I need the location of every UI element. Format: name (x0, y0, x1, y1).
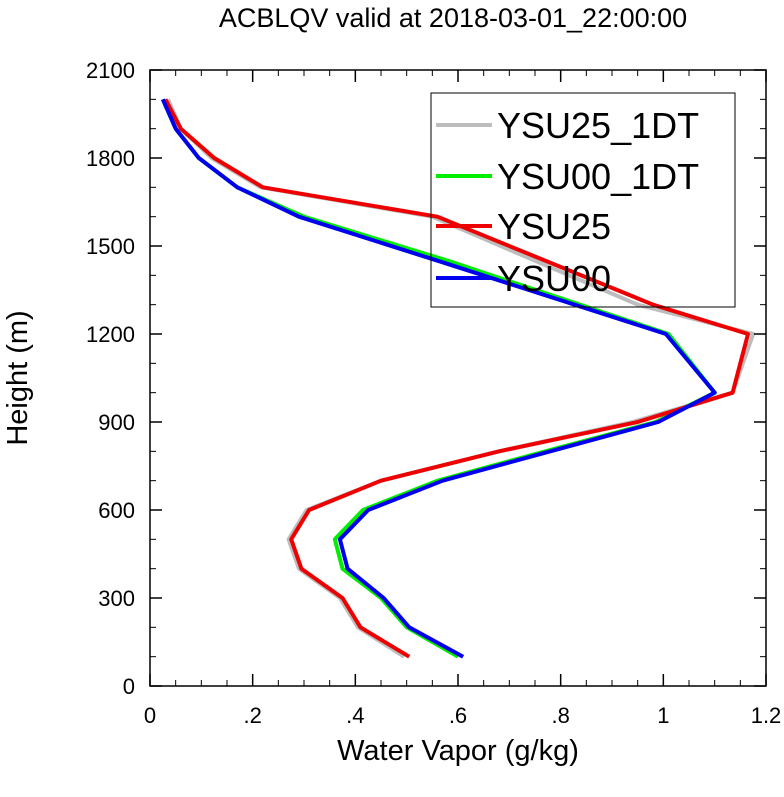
legend-label: YSU00 (497, 258, 611, 299)
plot-layer (160, 98, 756, 659)
legend-box (430, 92, 736, 308)
x-tick-label: .8 (551, 703, 569, 728)
y-tick-label: 600 (98, 498, 135, 523)
x-tick-label: 1.2 (751, 703, 782, 728)
y-tick-label: 900 (98, 410, 135, 435)
y-tick-label: 300 (98, 586, 135, 611)
chart-title: ACBLQV valid at 2018-03-01_22:00:00 (219, 3, 687, 33)
series-line-ysu25 (163, 98, 750, 659)
axes-layer: 0 .2 .4 .6 .8 1 1.2 0 300 600 900 1200 1500 1800 2100 (86, 58, 781, 728)
x-tick-label: .4 (346, 703, 364, 728)
legend-label: YSU00_1DT (497, 156, 699, 197)
y-tick-label: 1800 (86, 146, 135, 171)
y-tick-label: 1500 (86, 234, 135, 259)
legend-label: YSU25_1DT (497, 105, 699, 146)
y-tick-label: 1200 (86, 322, 135, 347)
x-axis-label: Water Vapor (g/kg) (337, 735, 579, 767)
x-tick-label: .6 (449, 703, 467, 728)
series-line-ysu00 (160, 98, 717, 659)
legend-label: YSU25 (497, 206, 611, 247)
x-tick-label: .2 (243, 703, 261, 728)
y-tick-label: 0 (123, 674, 135, 699)
y-axis-label: Height (m) (2, 310, 34, 445)
y-tick-label: 2100 (86, 58, 135, 83)
legend: YSU25_1DT YSU00_1DT YSU25 YSU00 (430, 92, 736, 308)
x-tick-label: 0 (144, 703, 156, 728)
x-tick-label: 1 (657, 703, 669, 728)
